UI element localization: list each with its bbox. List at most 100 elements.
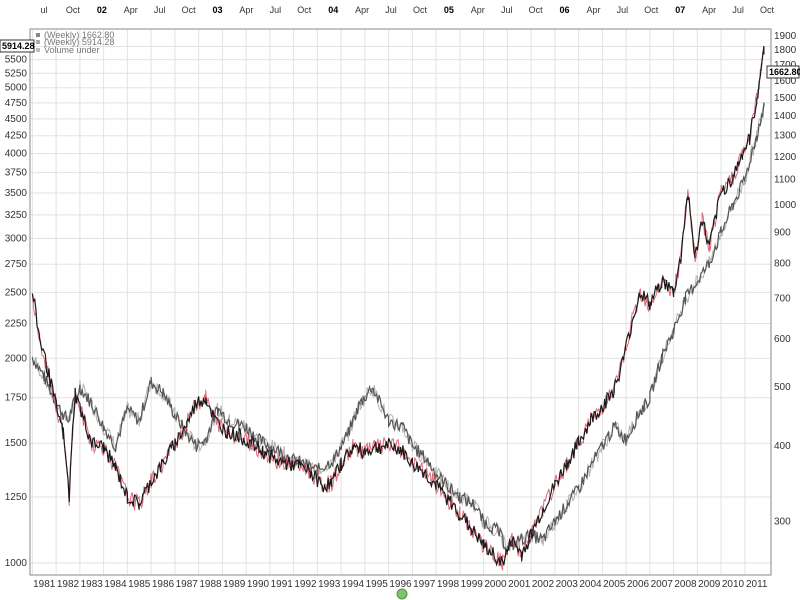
legend-entry-weekly-1: (Weekly) 1662.80 bbox=[44, 30, 114, 40]
right-axis-tick-label: 300 bbox=[774, 517, 791, 528]
top-axis-year-label: 07 bbox=[675, 5, 685, 15]
right-axis-tick-label: 1500 bbox=[774, 93, 797, 104]
bottom-axis-tick-label: 1994 bbox=[342, 579, 365, 590]
left-axis-tick-label: 4500 bbox=[5, 114, 28, 125]
top-axis-month-label: Apr bbox=[471, 5, 485, 15]
left-axis-tick-label: 4000 bbox=[5, 149, 28, 160]
bottom-axis-tick-label: 1986 bbox=[152, 579, 175, 590]
bottom-axis-tick-label: 1988 bbox=[199, 579, 222, 590]
left-axis-tick-label: 5250 bbox=[5, 68, 28, 79]
top-axis-year-label: 05 bbox=[444, 5, 454, 15]
series-line bbox=[31, 102, 765, 556]
bottom-axis-tick-label: 2002 bbox=[532, 579, 555, 590]
left-axis-tick-label: 1500 bbox=[5, 438, 28, 449]
bottom-axis-tick-label: 1999 bbox=[461, 579, 484, 590]
left-value-badge: 5914.28 bbox=[0, 39, 35, 53]
right-axis-tick-label: 700 bbox=[774, 294, 791, 305]
right-badge-value: 1662.80 bbox=[769, 67, 800, 77]
legend-entry-volume: Volume under bbox=[44, 45, 100, 55]
legend-swatch-weekly-2 bbox=[36, 40, 40, 44]
bottom-axis-tick-label: 1996 bbox=[389, 579, 412, 590]
left-axis-tick-label: 1250 bbox=[5, 492, 28, 503]
bottom-year-axis: 1981 1982 1983 1984 1985 1986 1987 1988 1989 1990… bbox=[33, 579, 768, 590]
top-axis-month-label: Oct bbox=[66, 5, 81, 15]
bottom-axis-tick-label: 2011 bbox=[746, 579, 768, 590]
left-axis-tick-label: 2000 bbox=[5, 353, 28, 364]
right-axis-tick-label: 1600 bbox=[774, 76, 797, 87]
left-axis-tick-label: 2750 bbox=[5, 259, 28, 270]
left-axis-tick-label: 5000 bbox=[5, 83, 28, 94]
right-axis-tick-label: 600 bbox=[774, 334, 791, 345]
right-axis-tick-label: 1400 bbox=[774, 111, 797, 122]
price-series bbox=[31, 46, 765, 571]
bottom-axis-tick-label: 1990 bbox=[247, 579, 270, 590]
bottom-axis-tick-label: 1983 bbox=[81, 579, 104, 590]
bottom-axis-tick-label: 2001 bbox=[508, 579, 531, 590]
top-axis-month-label: Oct bbox=[644, 5, 659, 15]
top-axis-month-label: Oct bbox=[182, 5, 197, 15]
legend: (Weekly) 1662.80 (Weekly) 5914.28 Volume… bbox=[36, 30, 114, 55]
legend-swatch-volume bbox=[36, 48, 40, 52]
left-price-axis: 1000 1250 1500 1750 2000 2250 2500 2750 3000 3250… bbox=[5, 41, 28, 568]
left-badge-box bbox=[0, 39, 35, 53]
top-axis-month-label: Apr bbox=[702, 5, 716, 15]
top-axis-month-label: Jul bbox=[270, 5, 282, 15]
top-axis-month-label: Oct bbox=[529, 5, 544, 15]
left-axis-tick-label: 2250 bbox=[5, 318, 28, 329]
right-axis-tick-label: 1000 bbox=[774, 200, 797, 211]
right-axis-tick-label: 800 bbox=[774, 259, 791, 270]
bottom-axis-tick-label: 1997 bbox=[413, 579, 436, 590]
plot-area-border bbox=[29, 28, 772, 576]
top-axis-month-label: ul bbox=[40, 5, 47, 15]
bottom-axis-tick-label: 2010 bbox=[722, 579, 745, 590]
top-axis-month-label: Oct bbox=[297, 5, 312, 15]
bottom-axis-tick-label: 1991 bbox=[271, 579, 294, 590]
left-axis-tick-label: 3000 bbox=[5, 234, 28, 245]
left-axis-tick-label: 1000 bbox=[5, 558, 28, 569]
right-axis-tick-label: 1100 bbox=[774, 175, 796, 186]
bottom-axis-tick-label: 1993 bbox=[318, 579, 341, 590]
top-axis-year-label: 03 bbox=[213, 5, 223, 15]
left-axis-tick-label: 4750 bbox=[5, 98, 28, 109]
left-axis-tick-label: 3500 bbox=[5, 188, 28, 199]
top-axis-month-label: Apr bbox=[355, 5, 369, 15]
left-axis-tick-label: 3750 bbox=[5, 168, 28, 179]
left-axis-tick-label: 3250 bbox=[5, 210, 28, 221]
left-axis-tick-label: 2500 bbox=[5, 287, 28, 298]
legend-entry-weekly-2: (Weekly) 5914.28 bbox=[44, 37, 114, 47]
left-axis-tick-label: 1750 bbox=[5, 393, 28, 404]
bottom-axis-tick-label: 1989 bbox=[223, 579, 246, 590]
top-axis-month-label: Jul bbox=[154, 5, 166, 15]
top-axis-month-label: Oct bbox=[413, 5, 428, 15]
top-axis-year-label: 06 bbox=[560, 5, 570, 15]
bottom-axis-tick-label: 1984 bbox=[104, 579, 127, 590]
top-axis-month-label: Jul bbox=[617, 5, 629, 15]
top-axis-month-label: Jul bbox=[732, 5, 744, 15]
bottom-axis-tick-label: 2009 bbox=[698, 579, 721, 590]
bottom-axis-tick-label: 1998 bbox=[437, 579, 460, 590]
bottom-axis-tick-label: 1987 bbox=[176, 579, 199, 590]
top-timeline-axis: ul Oct 02 Apr Jul Oct 03 Apr Jul Oct 04 Apr Jul Oct 05… bbox=[40, 5, 774, 15]
series-noise-line bbox=[31, 48, 765, 571]
scroll-handle-icon[interactable] bbox=[396, 588, 408, 600]
right-badge-box bbox=[766, 65, 800, 79]
right-axis-tick-label: 1900 bbox=[774, 31, 797, 42]
top-axis-month-label: Jul bbox=[501, 5, 513, 15]
series-line bbox=[31, 46, 765, 567]
bottom-axis-tick-label: 1981 bbox=[33, 579, 56, 590]
bottom-axis-tick-label: 2005 bbox=[603, 579, 626, 590]
top-axis-month-label: Apr bbox=[586, 5, 600, 15]
bottom-axis-tick-label: 2004 bbox=[579, 579, 602, 590]
right-axis-tick-label: 1200 bbox=[774, 152, 797, 163]
left-badge-value: 5914.28 bbox=[2, 41, 35, 51]
bottom-axis-tick-label: 2003 bbox=[556, 579, 579, 590]
bottom-axis-tick-label: 1992 bbox=[294, 579, 317, 590]
top-axis-year-label: 04 bbox=[328, 5, 338, 15]
right-axis-tick-label: 400 bbox=[774, 441, 791, 452]
top-axis-month-label: Jul bbox=[385, 5, 397, 15]
top-axis-month-label: Apr bbox=[124, 5, 138, 15]
bottom-axis-tick-label: 2000 bbox=[484, 579, 507, 590]
bottom-axis-tick-label: 2007 bbox=[651, 579, 674, 590]
